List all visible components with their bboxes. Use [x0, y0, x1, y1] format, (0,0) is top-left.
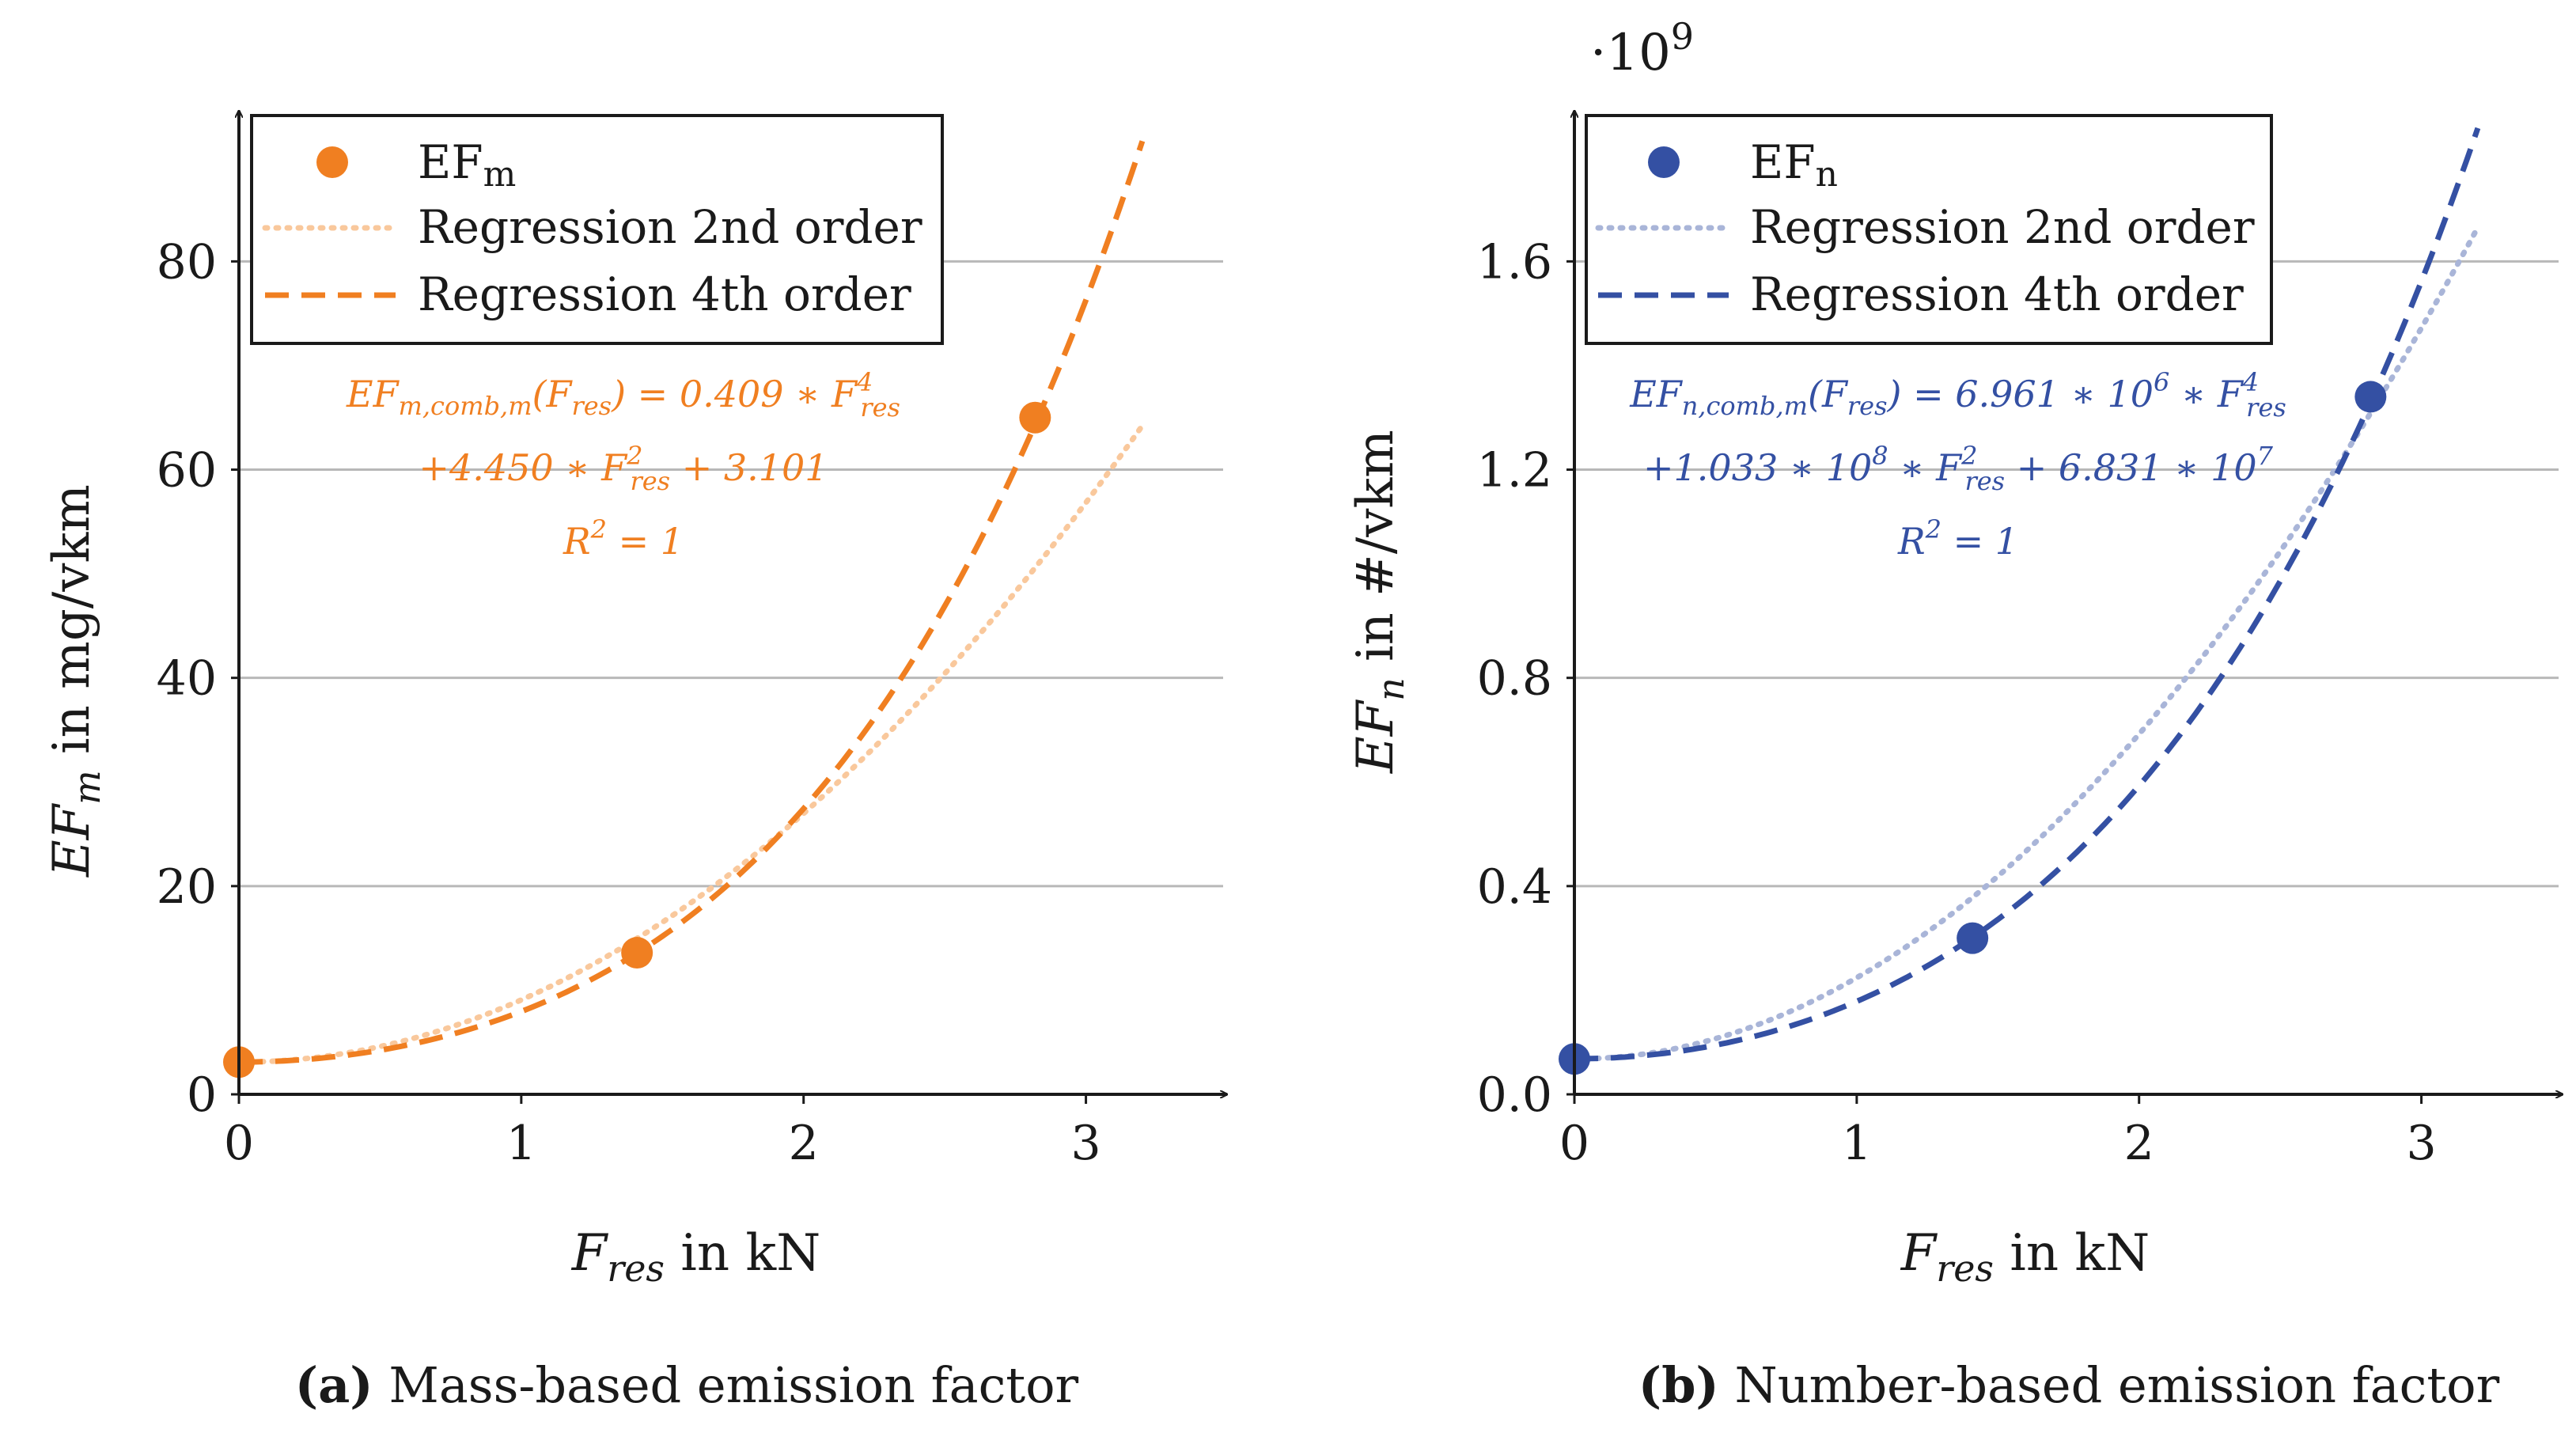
legend-marker-efn	[1648, 146, 1680, 178]
equation-b: EFn,comb,m(Fres) = 6.961 ∗ 106 ∗ F4 res +…	[1629, 367, 2286, 563]
data-point-b	[1957, 922, 1989, 954]
data-point-a	[1019, 401, 1051, 434]
caption-b: (b) Number-based emission factor	[1638, 1356, 2500, 1414]
x-tick-label-a: 0	[224, 1116, 254, 1171]
y-tick-label-a: 80	[157, 234, 217, 290]
equation-b-line3: R2 = 1	[1897, 514, 2018, 563]
caption-b-label: (b)	[1638, 1356, 1719, 1414]
y-tick-label-b: 0.8	[1477, 651, 1552, 707]
ticks-b: 0.0 0.4 0.8 1.2 1.6 0 1 2 3	[1477, 234, 2437, 1171]
equation-a-line1: EFm,comb,m(Fres) = 0.409 ∗ F4 res	[346, 367, 900, 423]
caption-a: (a) Mass-based emission factor	[295, 1356, 1079, 1414]
panel-a: 0 20 40 60 80 0 1 2 3 EFm in mg/vkm Fres in kN E…	[43, 111, 1227, 1414]
regression-2nd-order-line-a	[236, 423, 1146, 1065]
grid-a	[239, 260, 1223, 888]
legend-label-reg2-b: Regression 2nd order	[1750, 200, 2255, 254]
x-tick-label-b: 0	[1559, 1116, 1589, 1171]
equation-a-line2: +4.450 ∗ F2 res + 3.101	[419, 441, 828, 496]
caption-b-text: Number-based emission factor	[1734, 1356, 2499, 1414]
y-tick-label-a: 40	[157, 651, 217, 707]
legend-label-efm: EFm	[418, 135, 516, 195]
caption-a-label: (a)	[295, 1356, 373, 1414]
grid-b	[1574, 260, 2559, 888]
curves-a	[223, 140, 1146, 1079]
ticks-a: 0 20 40 60 80 0 1 2 3	[157, 234, 1101, 1171]
legend-label-reg4: Regression 4th order	[418, 267, 911, 321]
equation-b-line1: EFn,comb,m(Fres) = 6.961 ∗ 106 ∗ F4 res	[1629, 367, 2286, 423]
x-axis-label-b: Fres in kN	[1900, 1224, 2150, 1290]
legend-label-reg2: Regression 2nd order	[418, 200, 922, 254]
equation-a-line3: R2 = 1	[563, 514, 684, 563]
regression-4th-order-line-a	[239, 140, 1146, 1065]
y-tick-label-b: 1.2	[1477, 443, 1552, 499]
y-tick-label-a: 60	[157, 443, 217, 499]
data-point-b	[2354, 381, 2387, 413]
legend-b: EFn Regression 2nd order Regression 4th …	[1585, 114, 2273, 345]
y-tick-label-b: 0.4	[1477, 859, 1552, 915]
caption-a-text: Mass-based emission factor	[388, 1356, 1078, 1414]
data-point-a	[621, 937, 653, 969]
x-tick-label-a: 1	[506, 1116, 536, 1171]
x-axis-label-a: Fres in kN	[571, 1224, 820, 1290]
y-tick-label-a: 0	[187, 1067, 217, 1123]
legend-a: EFm Regression 2nd order Regression 4th …	[250, 114, 944, 345]
regression-2nd-order-line-b	[1571, 224, 2481, 1062]
regression-4th-order-line-b	[1574, 127, 2481, 1062]
curves-b	[1559, 127, 2481, 1075]
legend-marker-efm	[316, 146, 348, 178]
equation-b-line2: +1.033 ∗ 108 ∗ F2 res + 6.831 ∗ 107	[1643, 441, 2274, 496]
x-tick-label-a: 3	[1070, 1116, 1100, 1171]
x-tick-label-b: 1	[1842, 1116, 1872, 1171]
x-tick-label-b: 2	[2124, 1116, 2154, 1171]
y-tick-label-a: 20	[157, 859, 217, 915]
legend-label-reg4-b: Regression 4th order	[1750, 267, 2244, 321]
equation-a: EFm,comb,m(Fres) = 0.409 ∗ F4 res +4.450 …	[346, 367, 900, 563]
y-axis-label-a: EFm in mg/vkm	[43, 484, 108, 878]
y-tick-label-b: 0.0	[1477, 1067, 1552, 1123]
y-axis-label-b: EFn in #/vkm	[1347, 430, 1412, 774]
y-scale-note-b: ·109	[1590, 15, 1694, 82]
x-tick-label-b: 3	[2406, 1116, 2436, 1171]
panel-b: 0.0 0.4 0.8 1.2 1.6 0 1 2 3 ·109 EFn in #/vkm Fr…	[1347, 15, 2563, 1414]
x-tick-label-a: 2	[789, 1116, 819, 1171]
y-tick-label-b: 1.6	[1477, 234, 1552, 290]
